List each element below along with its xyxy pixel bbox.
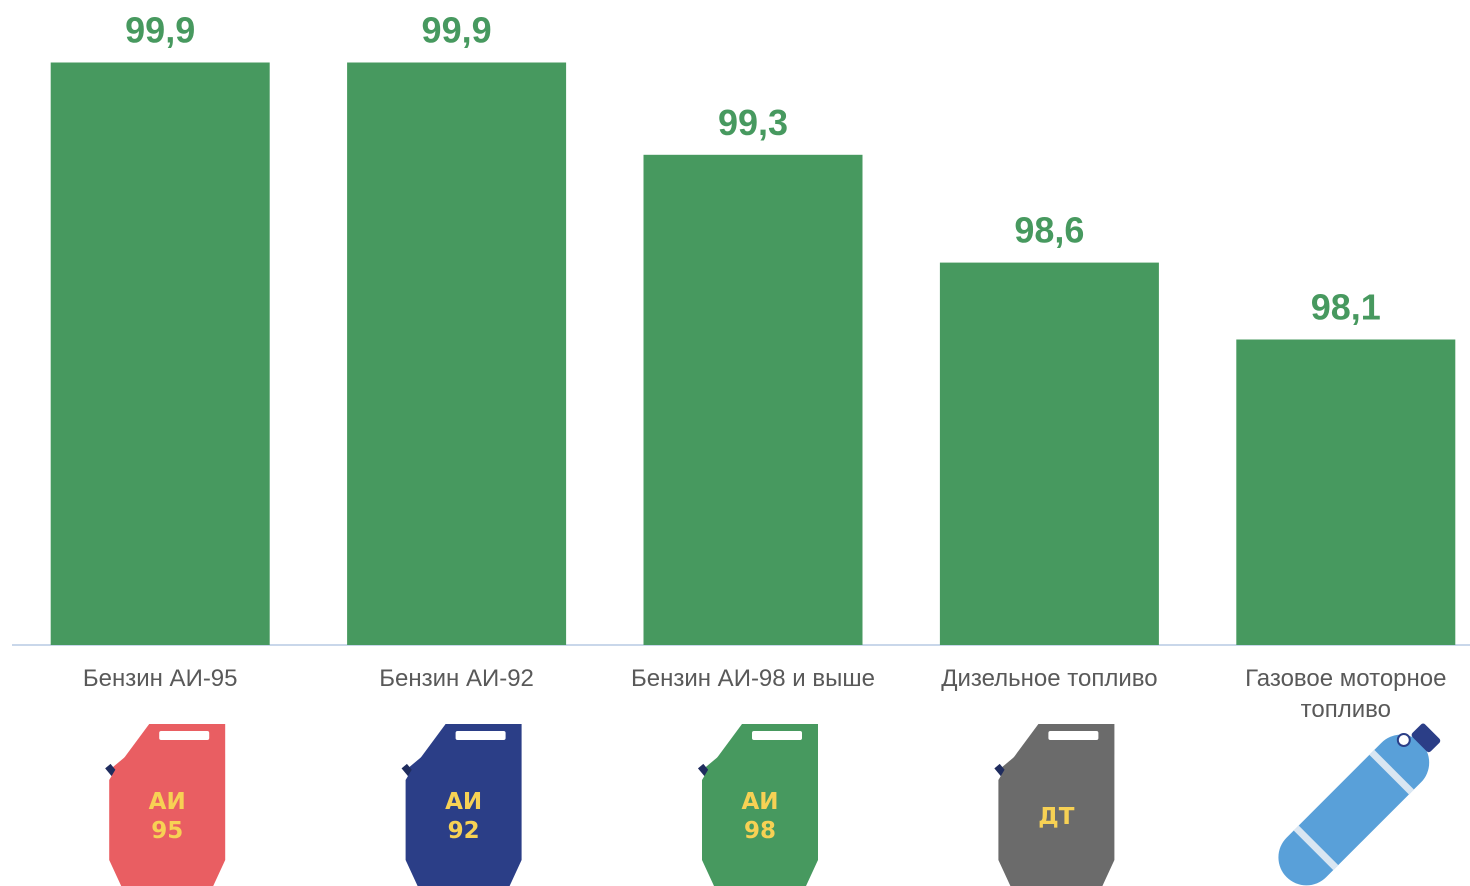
jerrycan-icon: АИ 92: [401, 724, 522, 886]
svg-text:95: 95: [151, 818, 183, 844]
category-label: Газовое моторное: [1245, 665, 1446, 692]
bar: [643, 154, 863, 646]
value-labels-group: 99,9 99,9 99,3 98,6 98,1: [125, 10, 1381, 328]
bar: [347, 62, 567, 645]
data-label: 98,6: [1014, 210, 1084, 251]
svg-text:АИ: АИ: [741, 789, 778, 815]
bars-group: [50, 62, 1456, 646]
svg-text:АИ: АИ: [445, 789, 482, 815]
category-label: Дизельное топливо: [941, 665, 1157, 692]
jerrycan-icon: АИ 98: [697, 724, 818, 886]
bar: [939, 262, 1159, 645]
svg-text:98: 98: [744, 818, 776, 844]
bar: [1236, 339, 1456, 645]
category-label: Бензин АИ-92: [379, 665, 534, 692]
data-label: 98,1: [1311, 287, 1381, 328]
data-label: 99,9: [125, 10, 195, 51]
category-label: Бензин АИ-95: [83, 665, 238, 692]
svg-text:ДТ: ДТ: [1038, 804, 1074, 830]
bar: [50, 62, 270, 645]
category-labels-group: Бензин АИ-95 Бензин АИ-92 Бензин АИ-98 и в…: [83, 665, 1447, 723]
data-label: 99,9: [422, 10, 492, 51]
gas-cylinder-icon: [1278, 723, 1441, 886]
category-label: Бензин АИ-98 и выше: [631, 665, 875, 692]
svg-text:АИ: АИ: [149, 789, 186, 815]
category-label: топливо: [1301, 696, 1391, 723]
jerrycan-icon: АИ 95: [105, 724, 226, 886]
svg-text:92: 92: [448, 818, 480, 844]
jerrycan-icon: ДТ: [994, 724, 1115, 886]
fuel-icons-group: АИ 95 АИ 92 АИ 98 ДТ: [105, 723, 1441, 886]
data-label: 99,3: [718, 102, 788, 143]
